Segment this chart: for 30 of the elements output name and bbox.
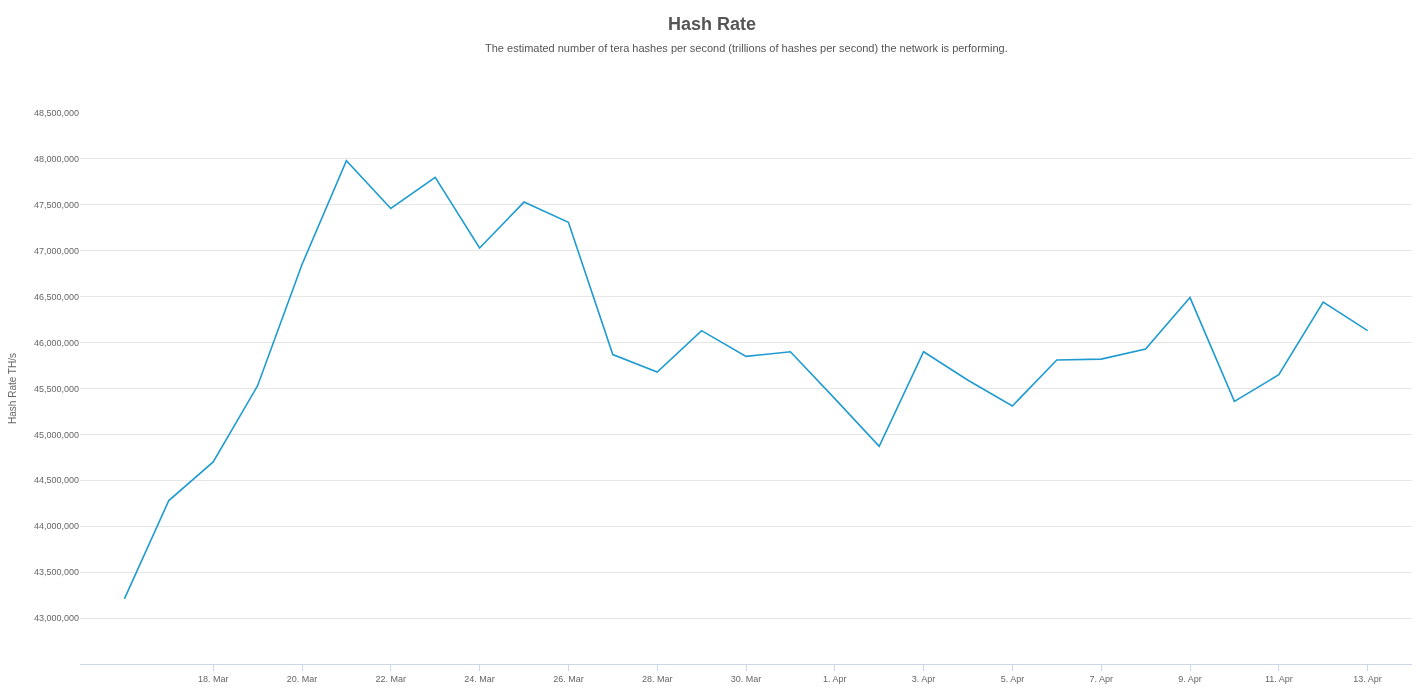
- y-tick-label: 45,500,000: [33, 383, 79, 394]
- y-tick-label: 46,000,000: [33, 337, 79, 348]
- y-axis-title: Hash Rate TH/s: [6, 353, 18, 424]
- x-tick-label: 28. Mar: [641, 673, 673, 684]
- y-tick-label: 47,000,000: [33, 245, 79, 256]
- x-tick-label: 3. Apr: [911, 673, 936, 684]
- y-tick-label: 43,500,000: [33, 567, 79, 578]
- y-tick-label: 48,000,000: [33, 154, 79, 165]
- y-tick-label: 46,500,000: [33, 291, 79, 302]
- x-tick-label: 20. Mar: [286, 673, 318, 684]
- x-tick-label: 7. Apr: [1089, 673, 1113, 684]
- x-tick-label: 22. Mar: [375, 673, 407, 684]
- line-series: [123, 159, 1369, 600]
- x-tick-label: 5. Apr: [1000, 673, 1025, 684]
- x-tick-label: 24. Mar: [464, 673, 495, 684]
- x-tick-label: 13. Apr: [1353, 673, 1382, 684]
- y-tick-label: 48,500,000: [33, 108, 79, 119]
- x-tick-label: 1. Apr: [823, 673, 847, 684]
- chart-title: Hash Rate: [667, 14, 757, 35]
- chart-subtitle: The estimated number of tera hashes per second (trillions of hashes per second) the network is performing.: [485, 42, 1008, 54]
- x-tick-label: 26. Mar: [553, 673, 584, 684]
- x-tick-label: 9. Apr: [1178, 673, 1202, 684]
- y-tick-label: 43,000,000: [33, 613, 79, 624]
- y-tick-label: 47,500,000: [33, 199, 79, 210]
- y-tick-label: 45,000,000: [33, 429, 79, 440]
- y-tick-label: 44,000,000: [33, 521, 79, 532]
- x-tick-label: 11. Apr: [1264, 673, 1293, 684]
- x-tick-label: 30. Mar: [730, 673, 762, 684]
- x-tick-label: 18. Mar: [197, 673, 229, 684]
- y-tick-label: 44,500,000: [33, 475, 79, 486]
